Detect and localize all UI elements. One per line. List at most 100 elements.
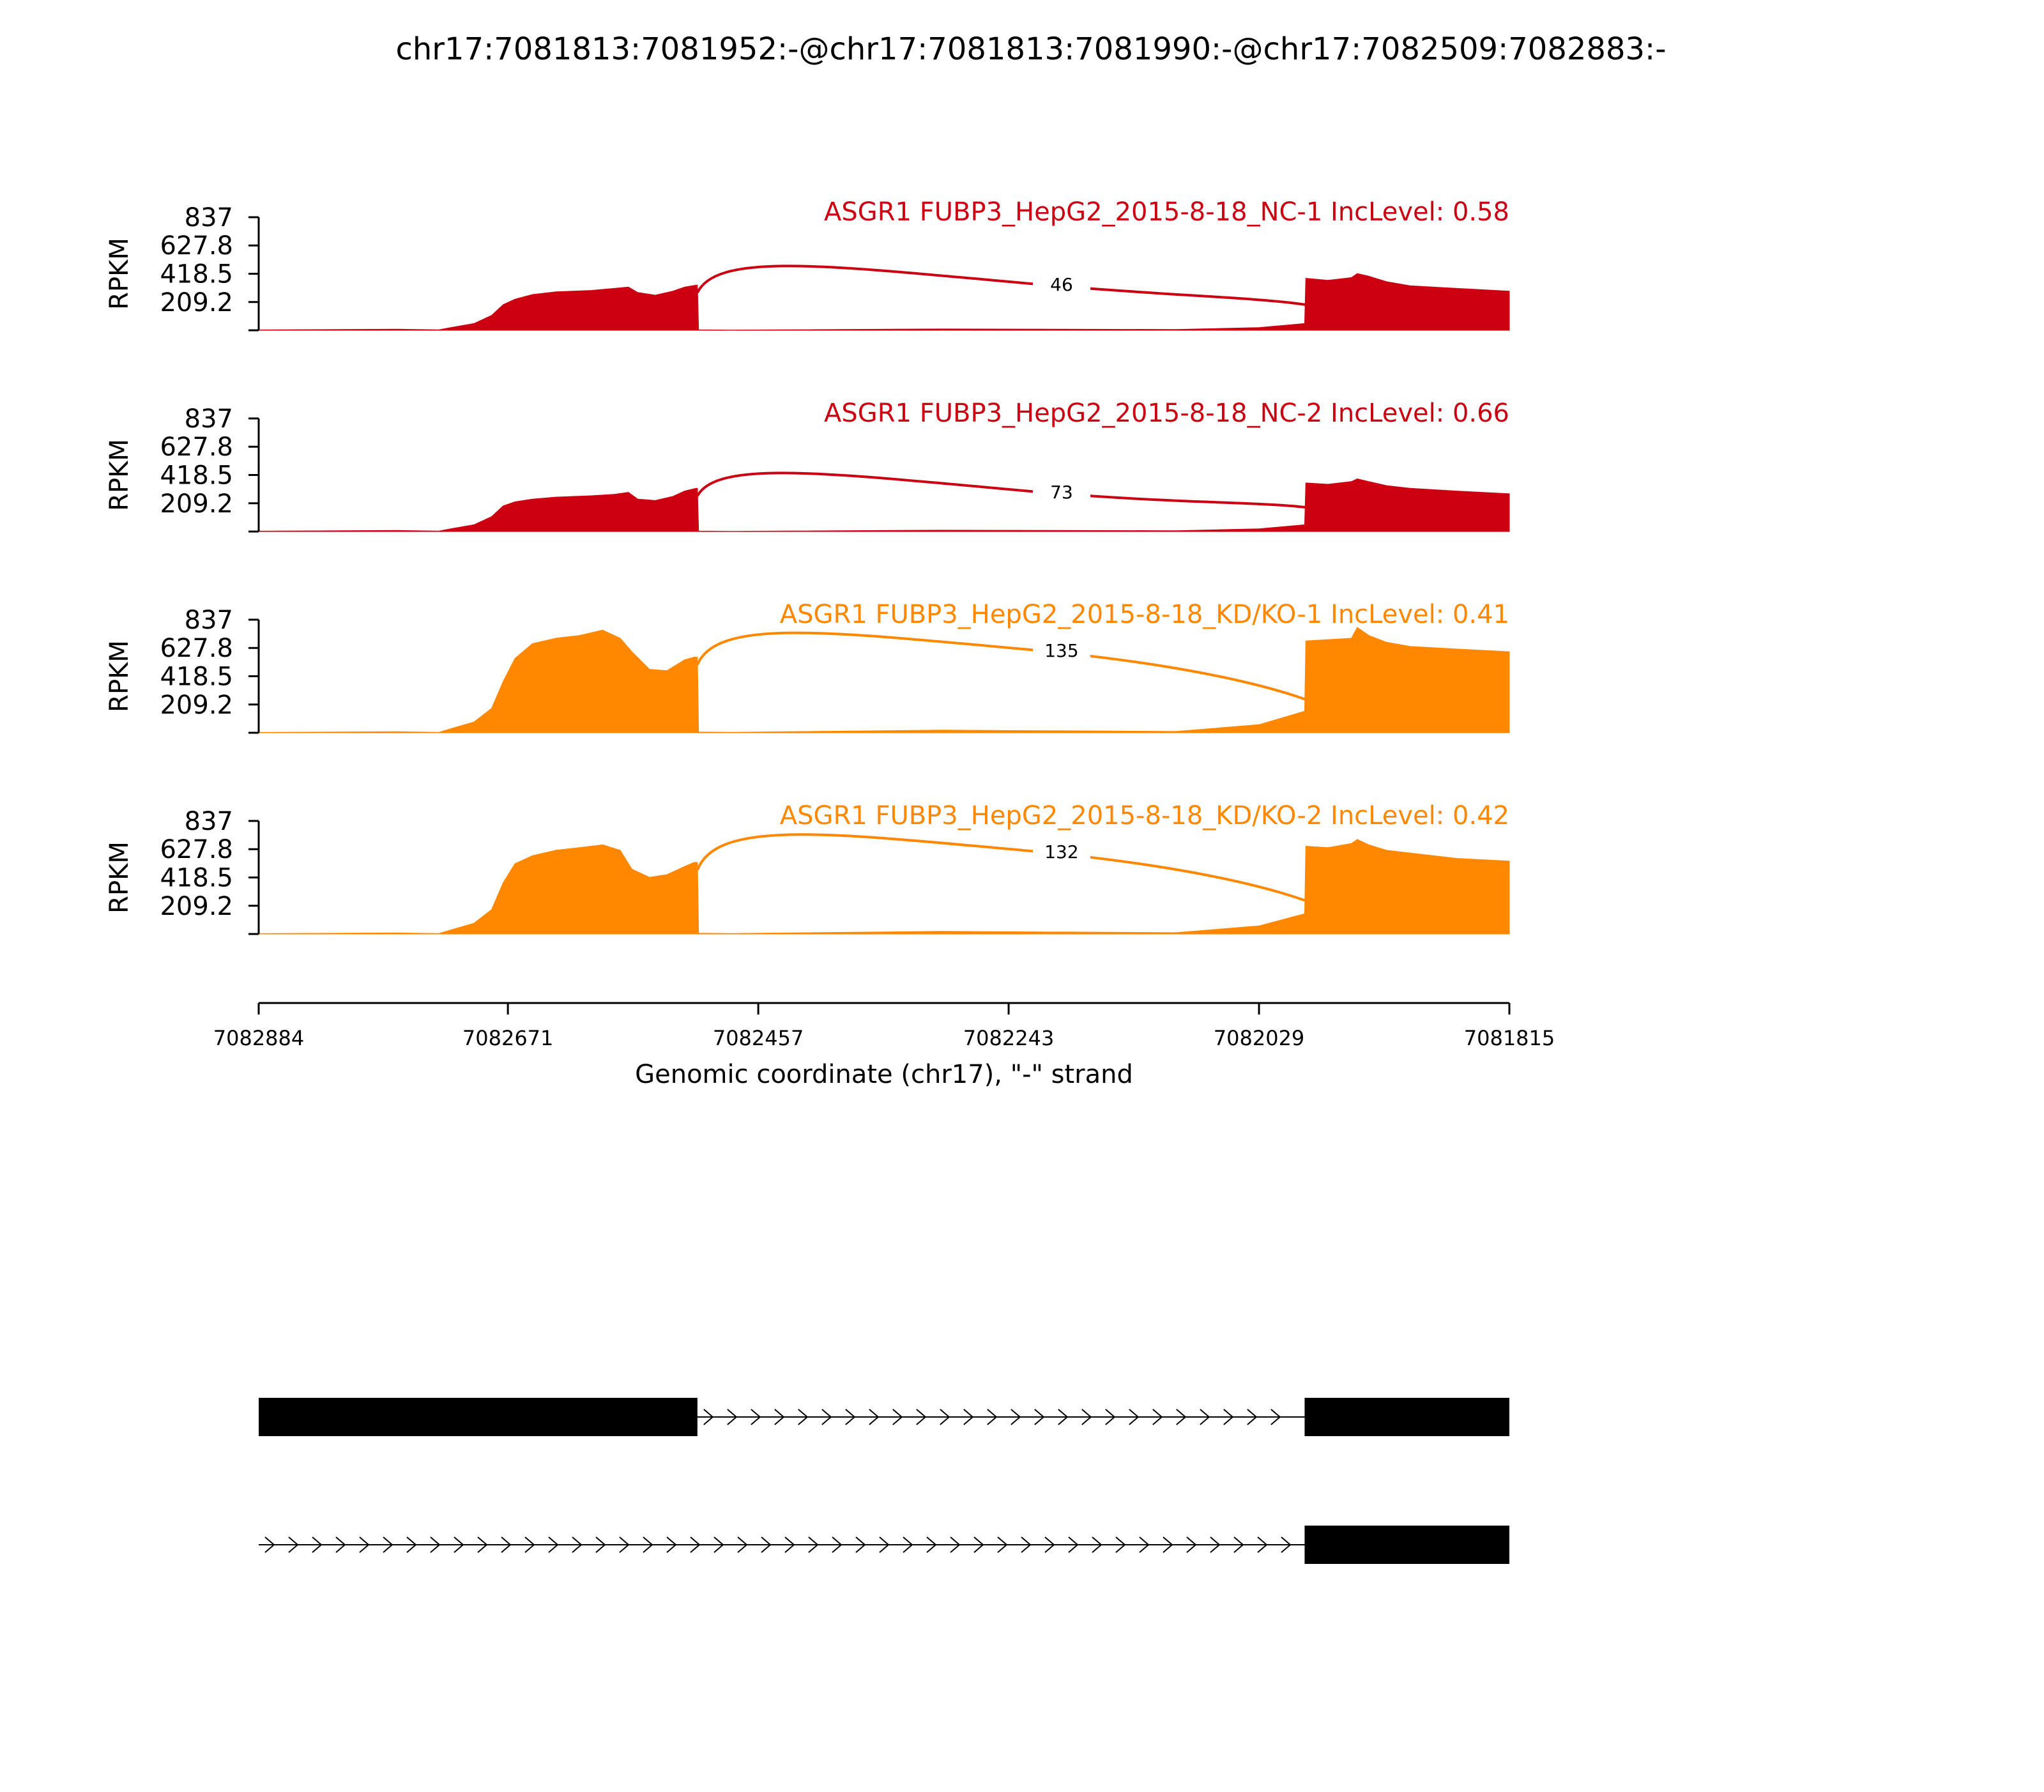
strand-arrow xyxy=(1247,1409,1258,1425)
x-tick-label: 7082029 xyxy=(1214,1026,1305,1050)
exon-block xyxy=(1304,1398,1509,1436)
strand-arrow xyxy=(1058,1409,1069,1425)
strand-arrow xyxy=(1081,1409,1092,1425)
strand-arrow xyxy=(784,1536,795,1553)
junction-arc xyxy=(696,264,1350,320)
strand-arrow xyxy=(808,1536,819,1553)
strand-arrow xyxy=(619,1536,630,1553)
strand-arrow xyxy=(1115,1536,1126,1553)
strand-arrow xyxy=(477,1536,488,1553)
junction-label-bg xyxy=(1032,639,1090,662)
strand-arrow xyxy=(359,1536,370,1553)
x-tick-label: 7082884 xyxy=(213,1026,305,1050)
strand-arrow xyxy=(1281,1536,1292,1553)
strand-arrow xyxy=(430,1536,441,1553)
junction-arc xyxy=(696,833,1350,924)
strand-arrow xyxy=(1011,1409,1021,1425)
strand-arrow xyxy=(751,1409,761,1425)
y-tick-label: 209.2 xyxy=(160,288,233,318)
x-tick-label: 7082243 xyxy=(963,1026,1055,1050)
x-tick-label: 7081815 xyxy=(1464,1026,1555,1050)
y-tick-label: 837 xyxy=(185,203,233,233)
strand-arrow xyxy=(406,1536,417,1553)
y-tick-label: 209.2 xyxy=(160,489,233,519)
strand-arrow xyxy=(690,1536,701,1553)
strand-arrow xyxy=(335,1536,346,1553)
y-tick-label: 418.5 xyxy=(160,461,233,491)
strand-arrow xyxy=(264,1536,275,1553)
strand-arrow xyxy=(1200,1409,1210,1425)
strand-arrow xyxy=(1210,1536,1221,1553)
strand-arrow xyxy=(1257,1536,1268,1553)
strand-arrow xyxy=(987,1409,998,1425)
strand-arrow xyxy=(774,1409,785,1425)
strand-arrow xyxy=(869,1409,880,1425)
exon-block xyxy=(259,1398,698,1436)
y-tick-label: 209.2 xyxy=(160,691,233,720)
strand-arrow xyxy=(940,1409,950,1425)
y-tick-label: 418.5 xyxy=(160,864,233,893)
junction-arc xyxy=(696,631,1350,723)
strand-arrow xyxy=(501,1536,512,1553)
strand-arrow xyxy=(1176,1409,1187,1425)
junction-count-label: 73 xyxy=(1050,482,1073,503)
x-axis-label: Genomic coordinate (chr17), "-" strand xyxy=(635,1060,1133,1089)
strand-arrow xyxy=(903,1536,913,1553)
strand-arrow xyxy=(666,1536,677,1553)
strand-arrow xyxy=(288,1536,299,1553)
strand-arrow xyxy=(454,1536,464,1553)
strand-arrow xyxy=(879,1536,890,1553)
strand-arrow xyxy=(383,1536,393,1553)
strand-arrow xyxy=(643,1536,653,1553)
y-axis-label: RPKM xyxy=(105,439,134,511)
strand-arrow xyxy=(963,1409,974,1425)
strand-arrow xyxy=(950,1536,961,1553)
junction-label-bg xyxy=(1032,480,1090,503)
strand-arrow xyxy=(855,1536,866,1553)
strand-arrow xyxy=(916,1409,927,1425)
strand-arrow xyxy=(312,1536,323,1553)
strand-arrow xyxy=(973,1536,984,1553)
strand-arrow xyxy=(1139,1536,1150,1553)
strand-arrow xyxy=(524,1536,535,1553)
y-tick-label: 627.8 xyxy=(160,634,233,663)
strand-arrow xyxy=(727,1409,738,1425)
strand-arrow xyxy=(798,1409,809,1425)
strand-arrow xyxy=(1152,1409,1163,1425)
y-axis-label: RPKM xyxy=(105,841,134,914)
y-axis-label: RPKM xyxy=(105,640,134,712)
y-tick-label: 837 xyxy=(185,404,233,434)
strand-arrow xyxy=(1163,1536,1173,1553)
coverage-area xyxy=(258,627,1510,733)
junction-count-label: 132 xyxy=(1044,841,1078,862)
strand-arrow xyxy=(997,1536,1008,1553)
y-tick-label: 418.5 xyxy=(160,260,233,289)
strand-arrow xyxy=(595,1536,606,1553)
strand-arrow xyxy=(1105,1409,1116,1425)
strand-arrow xyxy=(737,1536,748,1553)
strand-arrow xyxy=(548,1536,559,1553)
exon-block xyxy=(1304,1526,1509,1564)
junction-arc xyxy=(696,471,1350,521)
strand-arrow xyxy=(1034,1409,1045,1425)
coverage-area xyxy=(258,839,1510,935)
strand-arrow xyxy=(1223,1409,1234,1425)
x-axis: 7082884 7082671 7082457 7082243 7082029 70818… xyxy=(213,1002,1555,1089)
strand-arrow xyxy=(1092,1536,1102,1553)
strand-arrow xyxy=(926,1536,937,1553)
isoform-model-1 xyxy=(259,1398,1509,1436)
strand-arrow xyxy=(1233,1536,1244,1553)
isoform-model-2 xyxy=(259,1526,1509,1564)
coverage-area xyxy=(258,478,1510,532)
junction-label-bg xyxy=(1032,273,1090,296)
strand-arrow xyxy=(892,1409,903,1425)
junction-label-bg xyxy=(1032,840,1090,863)
x-tick-label: 7082457 xyxy=(713,1026,804,1050)
junction-count-label: 135 xyxy=(1044,640,1078,661)
track-label: ASGR1 FUBP3_HepG2_2015-8-18_NC-2 IncLeve… xyxy=(824,399,1509,428)
strand-arrow xyxy=(845,1409,856,1425)
x-tick-label: 7082671 xyxy=(462,1026,554,1050)
